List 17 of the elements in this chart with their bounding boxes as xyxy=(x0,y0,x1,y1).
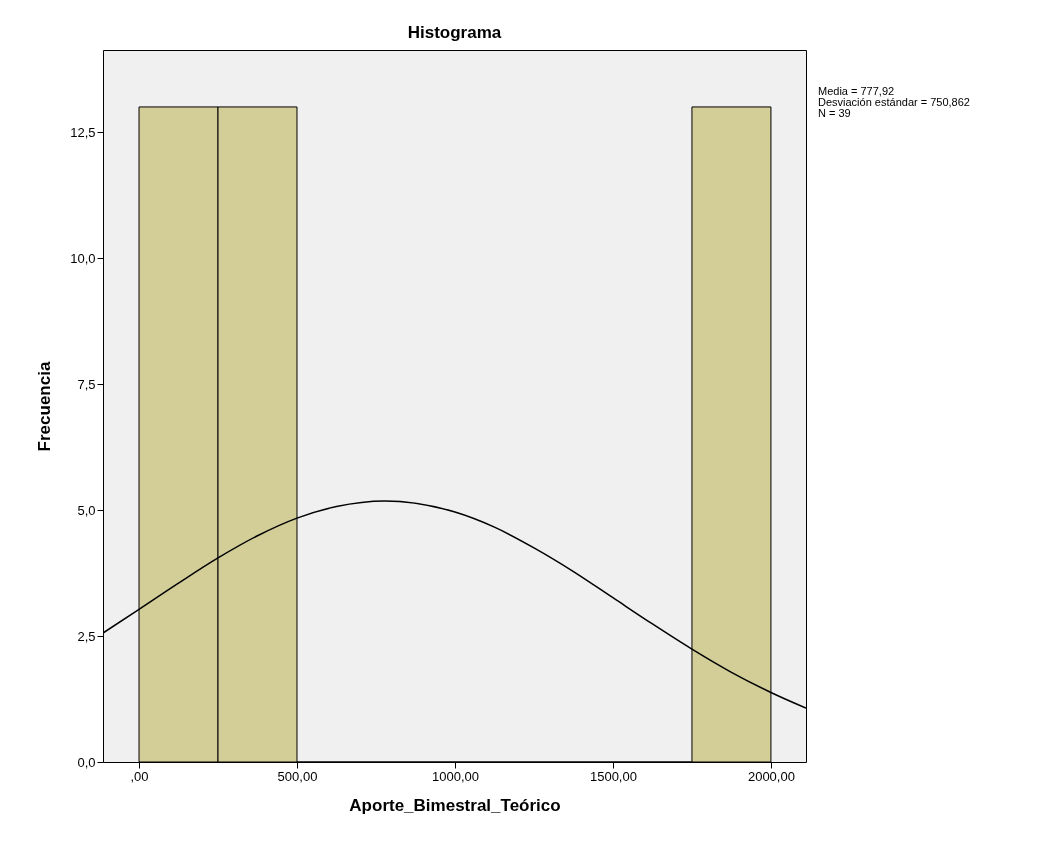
y-tick-label: 0,0 xyxy=(77,754,96,770)
x-axis-title: Aporte_Bimestral_Teórico xyxy=(349,795,561,815)
x-tick-label: 1500,00 xyxy=(589,768,637,784)
text: N = 39 xyxy=(818,107,852,119)
y-tick-label: 10,0 xyxy=(70,250,96,266)
y-tick-label: 2,5 xyxy=(77,628,96,644)
text: Desviación estándar = 750,862 xyxy=(818,96,970,108)
y-tick-label: 5,0 xyxy=(77,502,96,518)
text: Media = 777,92 xyxy=(818,85,896,97)
chart-title: Histograma xyxy=(407,23,502,42)
y-axis-title: Frecuencia xyxy=(35,361,55,452)
x-tick-label: 2000,00 xyxy=(747,768,795,784)
x-tick-label: ,00 xyxy=(130,768,149,784)
x-tick-label: 1000,00 xyxy=(431,768,479,784)
y-tick-label: 7,5 xyxy=(77,376,96,392)
x-tick-label: 500,00 xyxy=(277,768,318,784)
y-tick-label: 12,5 xyxy=(70,124,96,140)
